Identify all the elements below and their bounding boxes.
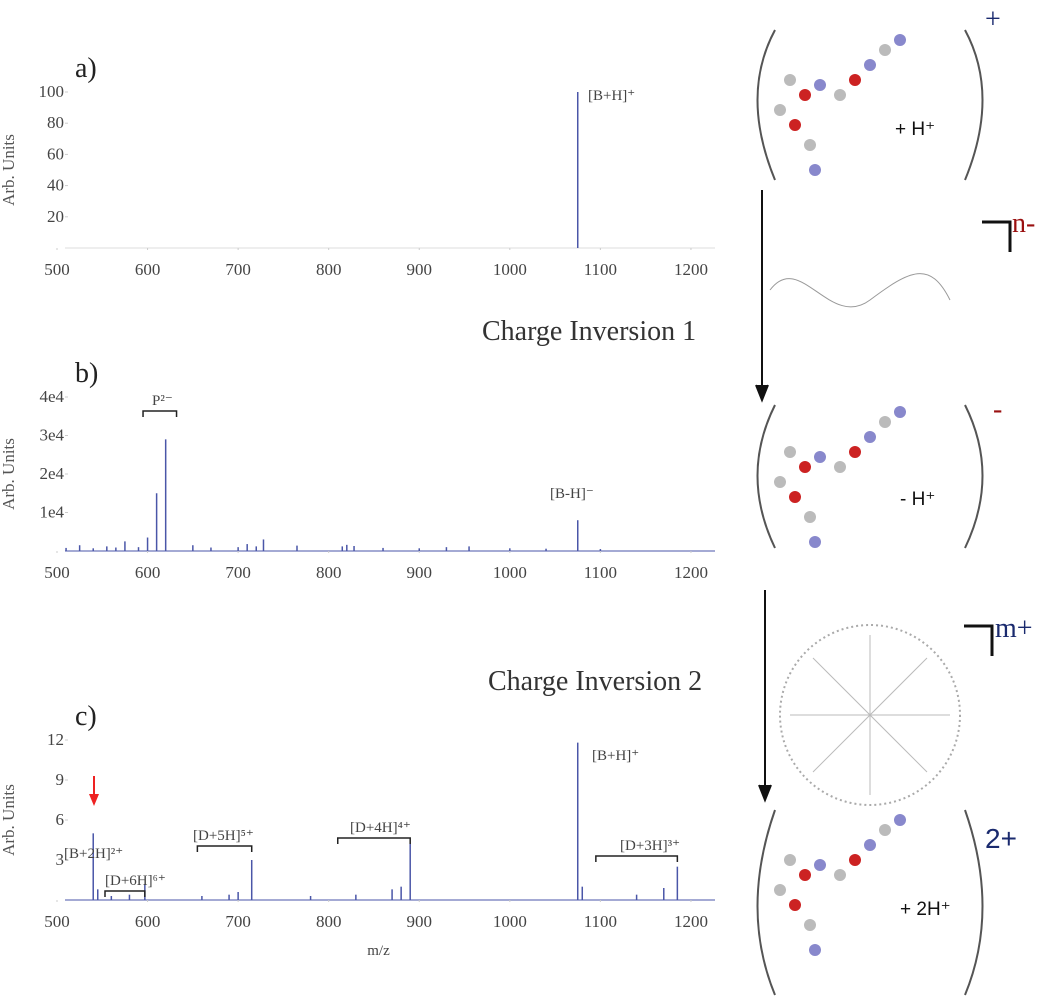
bracket — [964, 624, 994, 656]
bracket — [756, 809, 776, 996]
bracket — [756, 29, 776, 181]
charge: - — [993, 394, 1002, 425]
x-tick-label: 700 — [225, 912, 251, 931]
y-tick-label: 2e4 — [39, 464, 64, 483]
bracket — [982, 220, 1012, 252]
bracket — [142, 410, 178, 417]
y-axis-label: Arb. Units — [0, 134, 18, 206]
arrowhead — [758, 784, 772, 803]
y-tick-label: 3e4 — [39, 426, 64, 445]
adduct: + 2H⁺ — [900, 899, 951, 920]
y-tick-label: 4e4 — [39, 387, 64, 406]
x-tick-label: 900 — [407, 260, 433, 279]
dendrimer — [779, 624, 961, 806]
x-tick-label: 800 — [316, 563, 342, 582]
bracket — [595, 855, 679, 862]
charge: m+ — [995, 613, 1033, 644]
annotation: [D+3H]³⁺ — [620, 838, 680, 854]
bracket — [104, 890, 146, 897]
arrowhead — [755, 384, 769, 403]
annotation: [B+H]⁺ — [592, 748, 639, 764]
x-tick-label: 1200 — [674, 912, 708, 931]
x-tick-label: 1200 — [674, 563, 708, 582]
y-tick-label: 3 — [56, 850, 65, 869]
bracket — [196, 845, 253, 852]
charge: + — [985, 4, 1001, 35]
y-tick-label: 12 — [47, 730, 64, 749]
x-tick-label: 1100 — [584, 260, 617, 279]
panel-label: a) — [75, 53, 97, 84]
annotation: [D+5H]⁵⁺ — [193, 828, 254, 844]
x-tick-label: 500 — [44, 563, 70, 582]
y-axis-label: Arb. Units — [0, 784, 18, 856]
y-tick-label: 9 — [56, 770, 65, 789]
y-tick-label: 6 — [56, 810, 65, 829]
panel-label: c) — [75, 701, 97, 732]
x-tick-label: 600 — [135, 563, 161, 582]
x-tick-label: 700 — [225, 563, 251, 582]
x-tick-label: 1000 — [493, 912, 527, 931]
y-tick-label: 60 — [47, 144, 64, 163]
y-tick-label: 1e4 — [39, 503, 64, 522]
x-tick-label: 700 — [225, 260, 251, 279]
annotation: [D+6H]⁶⁺ — [105, 873, 166, 889]
x-tick-label: 600 — [135, 260, 161, 279]
bracket — [756, 404, 776, 549]
x-tick-label: 1100 — [584, 912, 617, 931]
annotation: [B+2H]²⁺ — [64, 846, 123, 862]
x-tick-label: 1000 — [493, 260, 527, 279]
dendrimer — [790, 635, 950, 795]
adduct: - H⁺ — [900, 489, 935, 510]
annotation: P²⁻ — [152, 393, 173, 409]
x-tick-label: 1000 — [493, 563, 527, 582]
bracket — [964, 809, 984, 996]
dendrimer — [769, 273, 951, 308]
step-label: Charge Inversion 1 — [482, 316, 696, 347]
annotation: [B-H]⁻ — [550, 486, 594, 502]
scheme — [755, 29, 1012, 996]
y-tick-label: 40 — [47, 176, 64, 195]
bracket — [336, 837, 411, 844]
molecules — [774, 34, 906, 956]
x-tick-label: 1200 — [674, 260, 708, 279]
x-tick-label: 800 — [316, 912, 342, 931]
y-tick-label: 20 — [47, 207, 64, 226]
x-tick-label: 800 — [316, 260, 342, 279]
x-tick-label: 600 — [135, 912, 161, 931]
y-tick-label: 80 — [47, 113, 64, 132]
y-tick-label: 100 — [39, 82, 65, 101]
x-tick-label: 900 — [407, 912, 433, 931]
panel-label: b) — [75, 358, 98, 389]
charge: n- — [1012, 208, 1035, 239]
step-label: Charge Inversion 2 — [488, 666, 702, 697]
bracket — [964, 404, 984, 549]
adduct: + H⁺ — [895, 119, 935, 140]
x-tick-label: 1100 — [584, 563, 617, 582]
bracket — [964, 29, 984, 181]
x-tick-label: 500 — [44, 912, 70, 931]
annotation: [D+4H]⁴⁺ — [350, 820, 411, 836]
y-axis-label: Arb. Units — [0, 438, 18, 510]
annotation: [B+H]⁺ — [588, 88, 635, 104]
arrowhead — [89, 794, 99, 806]
x-tick-label: 900 — [407, 563, 433, 582]
molecule — [774, 34, 906, 176]
x-tick-label: 500 — [44, 260, 70, 279]
charge: 2+ — [985, 823, 1017, 854]
x-axis-label: m/z — [367, 943, 390, 959]
